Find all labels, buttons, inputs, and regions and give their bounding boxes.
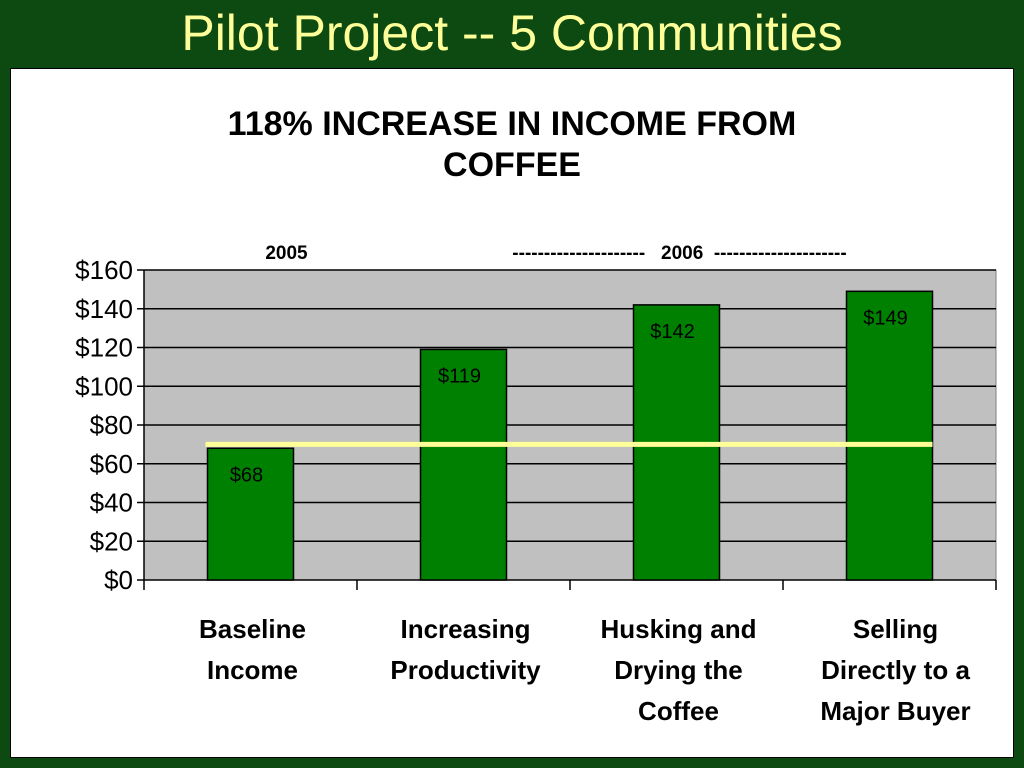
data-label: $119	[438, 365, 481, 387]
slide-title: Pilot Project -- 5 Communities	[181, 5, 843, 61]
x-category-label: Productivity	[390, 655, 541, 685]
y-tick-label: $120	[75, 333, 133, 363]
bar	[206, 447, 295, 581]
x-category-label: Directly to a	[821, 655, 970, 685]
x-category-label: Husking and	[600, 614, 756, 644]
x-category-label: Selling	[853, 614, 938, 644]
period-label: 2005	[265, 243, 308, 264]
x-category-label: Drying the	[614, 655, 743, 685]
y-tick-label: $160	[75, 255, 133, 285]
x-category-label: Major Buyer	[820, 696, 970, 726]
data-label: $142	[650, 321, 695, 343]
y-tick-label: $60	[90, 449, 133, 479]
data-label: $149	[863, 307, 908, 329]
x-category-label: Baseline	[199, 614, 306, 644]
y-tick-label: $40	[90, 488, 133, 518]
period-label: --------------------- 2006 -------------…	[512, 243, 846, 264]
x-category-label: Coffee	[638, 696, 719, 726]
y-tick-label: $0	[104, 565, 133, 595]
x-category-label: Increasing	[400, 614, 530, 644]
bar	[845, 290, 934, 581]
chart-title-line: 118% INCREASE IN INCOME FROM	[228, 105, 797, 143]
y-tick-label: $80	[90, 410, 133, 440]
chart-panel: 118% INCREASE IN INCOME FROM COFFEE $0 $20 $…	[10, 68, 1014, 758]
bar	[419, 348, 508, 581]
chart-title-line: COFFEE	[443, 146, 581, 184]
y-tick-label: $20	[90, 526, 133, 556]
y-tick-label: $140	[75, 294, 133, 324]
x-category-label: Income	[207, 655, 298, 685]
data-label: $68	[230, 464, 263, 486]
y-tick-label: $100	[75, 371, 133, 401]
